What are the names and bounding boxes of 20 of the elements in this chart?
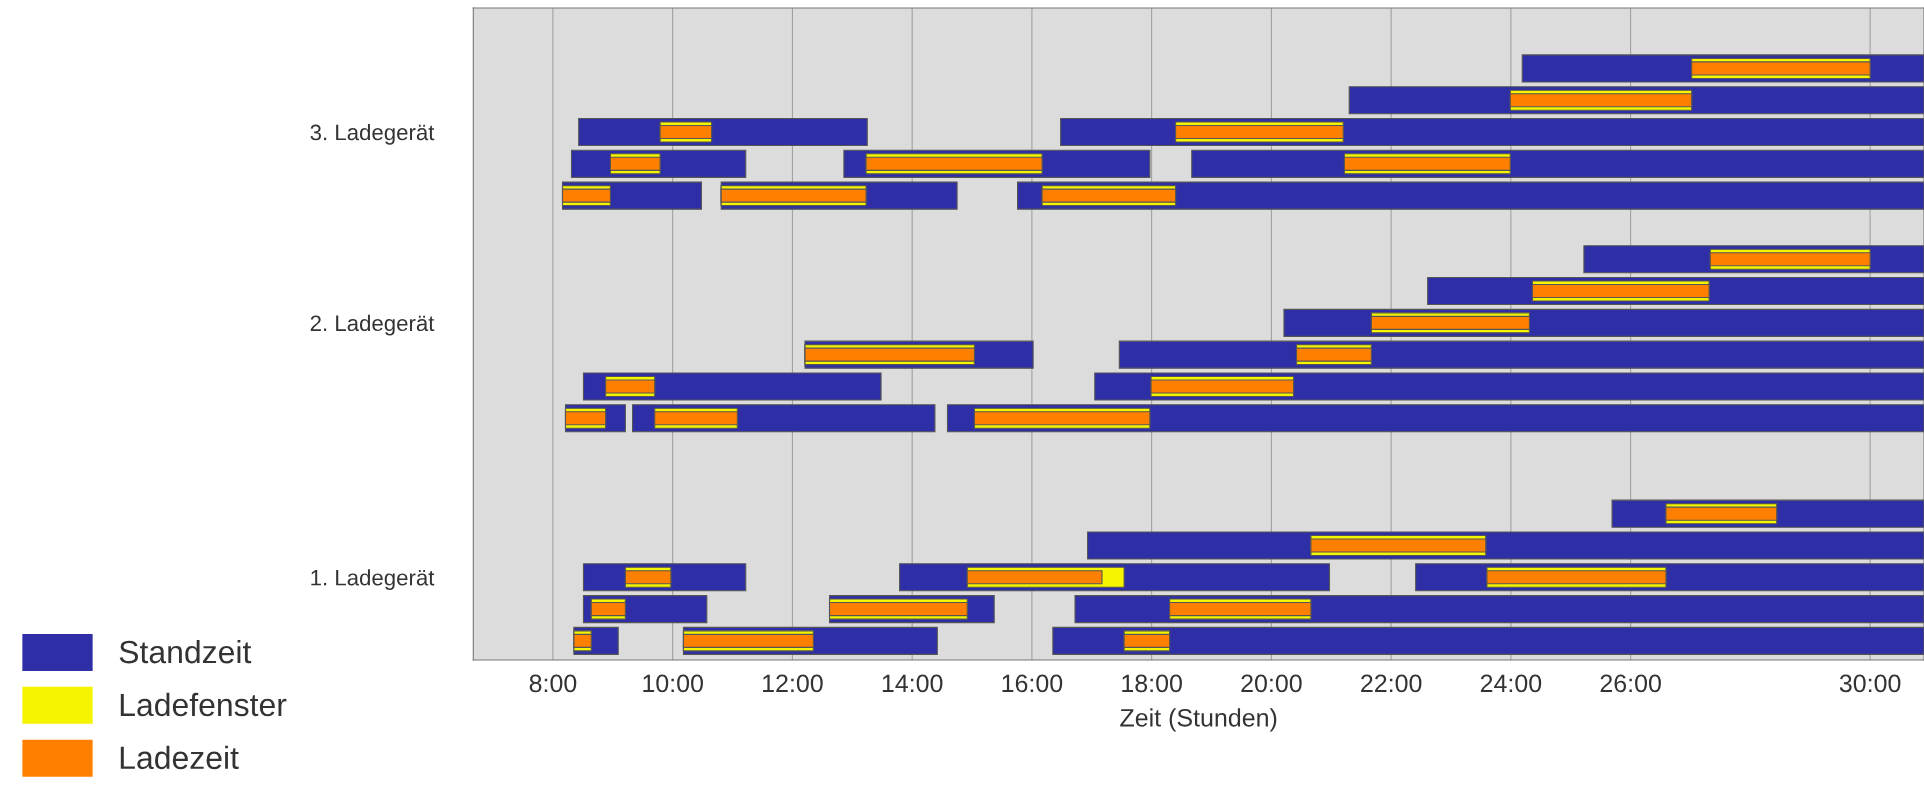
x-tick-label: 10:00 <box>643 674 703 693</box>
bar <box>1052 626 1924 655</box>
x-tick-label: 24:00 <box>1480 674 1542 693</box>
x-tick-label: 16:00 <box>1002 674 1063 693</box>
x-tick-label: 22:00 <box>1361 674 1422 693</box>
x-tick-label: 30:00 <box>1839 674 1901 693</box>
x-tick-label: 18:00 <box>1122 674 1182 693</box>
x-tick-label: 26:00 <box>1600 674 1661 693</box>
y-tick-label: 2. Ladegerät <box>310 314 435 336</box>
x-axis-title: Zeit (Stunden) <box>1120 708 1277 732</box>
legend-label: Ladezeit <box>120 745 239 770</box>
x-tick-label: 12:00 <box>763 674 823 693</box>
y-tick-label: 3. Ladegerät <box>310 123 435 145</box>
x-tick-label: 14:00 <box>882 674 943 693</box>
x-tick-label: 20:00 <box>1241 674 1302 693</box>
legend-label: Standzeit <box>119 639 252 664</box>
legend-label: Ladefenster <box>120 692 287 717</box>
y-tick-label: 1. Ladegerät <box>311 569 435 590</box>
x-tick-label: 8:00 <box>529 674 577 693</box>
bar <box>1118 340 1924 369</box>
